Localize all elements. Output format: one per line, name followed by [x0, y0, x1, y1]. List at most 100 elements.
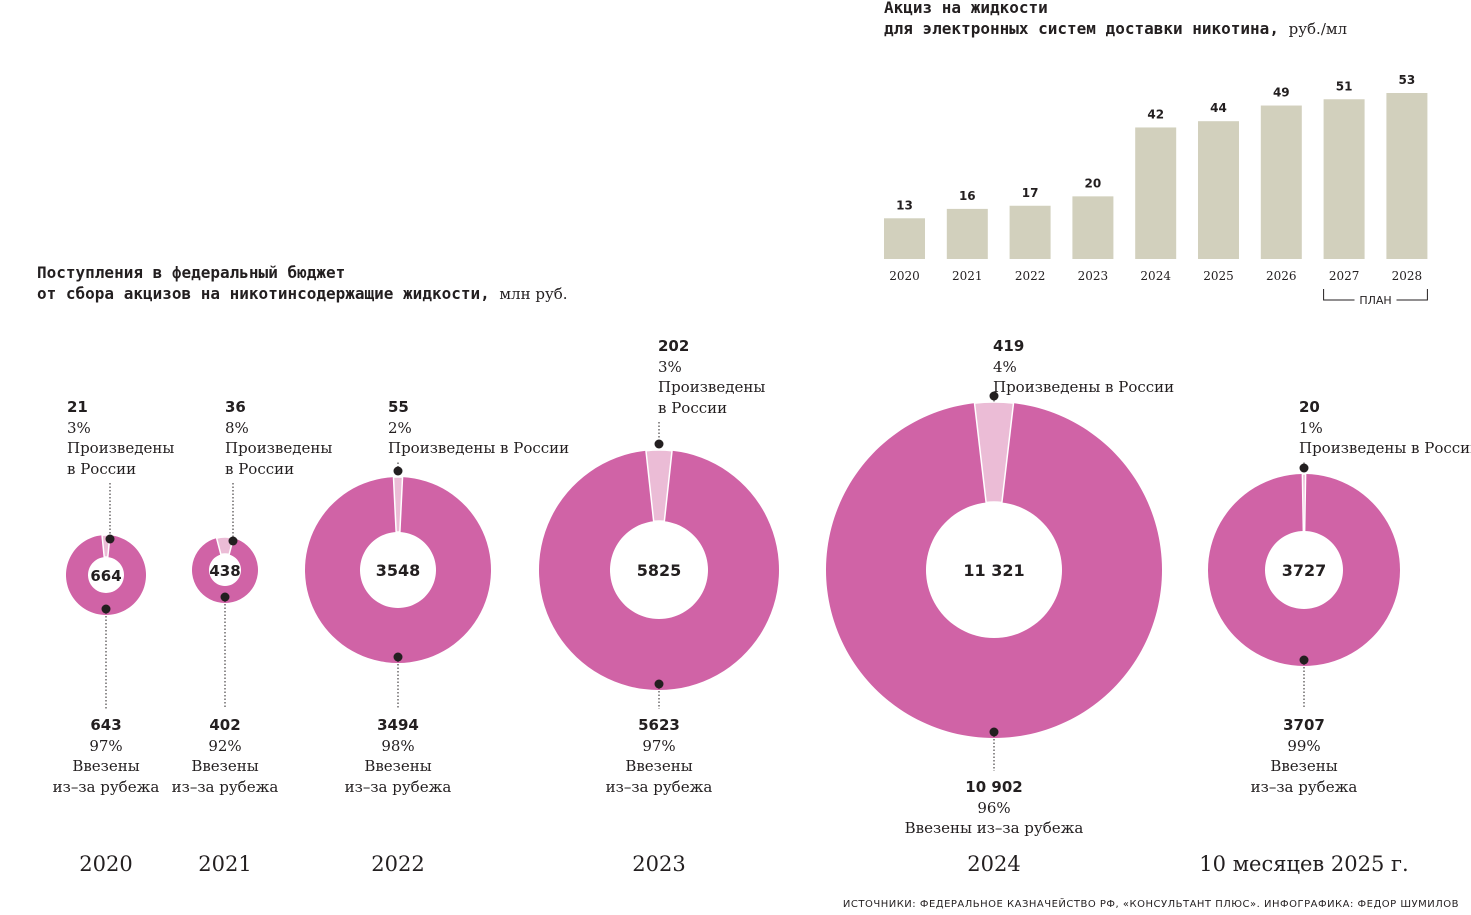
bar-category-label: 2022	[1015, 269, 1046, 283]
bar-category-label: 2028	[1392, 269, 1423, 283]
domestic-label-2-text: 2%	[388, 418, 412, 437]
imported-label-5-text: 99%	[1287, 736, 1321, 755]
bar-category-label: 2025	[1203, 269, 1234, 283]
donut-total-label: 3548	[376, 561, 421, 580]
domestic-label-1-text: в России	[225, 459, 295, 478]
plan-label: ПЛАН	[1359, 294, 1391, 307]
domestic-label-3: 202 3% Произведены в России	[658, 336, 765, 418]
imported-label-4: 10 902 96% Ввезены из–за рубежа	[905, 777, 1084, 839]
bar-2022	[1009, 205, 1051, 259]
leader-dot-bottom	[1299, 655, 1309, 665]
domestic-label-2-text: Произведены в России	[388, 439, 570, 457]
imported-label-3-text: Ввезены	[625, 757, 693, 775]
domestic-label-0-text: в России	[67, 459, 137, 478]
donut-domestic-slice	[1301, 473, 1307, 532]
donut-total-label: 3727	[1282, 561, 1327, 580]
leader-dot-bottom	[989, 727, 999, 737]
domestic-label-4: 419 4% Произведены в России	[993, 336, 1174, 398]
donut-imported-slice	[304, 477, 491, 663]
donut-chart-title: Поступления в федеральный бюджет от сбор…	[37, 262, 568, 305]
donut-imported-slice	[1208, 474, 1401, 666]
leader-dot-bottom	[654, 679, 664, 689]
bar-2025	[1198, 121, 1239, 259]
donut-year-label: 2021	[198, 852, 252, 876]
donut-year-label: 2023	[632, 852, 686, 876]
domestic-label-3-text: 3%	[658, 357, 682, 376]
donut-year-label: 2020	[79, 852, 133, 876]
donut-imported-slice	[192, 538, 258, 604]
bar-2027	[1323, 99, 1365, 259]
domestic-label-0-text: 3%	[67, 418, 91, 437]
donut-domestic-slice	[392, 476, 404, 533]
donut-total-label: 11 321	[963, 561, 1024, 580]
bar-category-label: 2023	[1078, 269, 1109, 283]
imported-label-4-text: Ввезены из–за рубежа	[904, 819, 1084, 837]
bar-value-label: 42	[1147, 107, 1164, 121]
bar-value-label: 16	[959, 189, 976, 203]
bar-category-label: 2027	[1329, 269, 1360, 283]
imported-label-5-text: из–за рубежа	[1250, 777, 1358, 796]
imported-label-5-value: 3707	[1283, 716, 1325, 734]
bar-chart-title-line2: для электронных систем доставки никотина…	[884, 18, 1347, 40]
leader-dot-top	[989, 391, 999, 401]
donut-chart-unit: млн руб.	[499, 285, 568, 303]
imported-label-2-text: 98%	[381, 736, 415, 755]
domestic-label-4-text: 4%	[993, 357, 1017, 376]
donut-imported-slice	[539, 450, 779, 690]
imported-label-3-text: 97%	[642, 736, 676, 755]
leader-dot-bottom	[101, 604, 111, 614]
donut-total-label: 438	[209, 562, 240, 580]
donut-year-label: 2024	[967, 852, 1021, 876]
domestic-label-4-value: 419	[993, 337, 1025, 355]
imported-label-4-value: 10 902	[965, 778, 1023, 796]
imported-label-2-value: 3494	[377, 716, 419, 734]
excise-bar-chart: 13 2020 16 2021 17 2022 20 2023 42 2024 44 2025 49 20…	[884, 73, 1428, 307]
imported-label-2-text: Ввезены	[364, 757, 432, 775]
domestic-label-0-text: Произведены	[67, 439, 175, 457]
imported-label-5: 3707 99% Ввезены из–за рубежа	[1251, 715, 1358, 797]
donut-total-label: 664	[90, 567, 121, 585]
domestic-label-3-value: 202	[658, 337, 690, 355]
imported-label-1-text: Ввезены	[191, 757, 259, 775]
domestic-label-1-text: Произведены	[225, 439, 333, 457]
bar-2026	[1260, 105, 1302, 259]
domestic-label-0-value: 21	[67, 398, 88, 416]
bar-value-label: 20	[1085, 176, 1102, 190]
domestic-label-5-value: 20	[1299, 398, 1320, 416]
domestic-label-2: 55 2% Произведены в России	[388, 397, 569, 459]
imported-label-1-text: 92%	[208, 736, 242, 755]
imported-label-0-value: 643	[90, 716, 122, 734]
bar-value-label: 17	[1022, 186, 1039, 200]
donut-year-label: 2022	[371, 852, 425, 876]
imported-label-3-text: из–за рубежа	[605, 777, 713, 796]
donut-chart-subtitle: от сбора акцизов на никотинсодержащие жи…	[37, 284, 490, 303]
imported-label-3: 5623 97% Ввезены из–за рубежа	[606, 715, 713, 797]
leader-dot-top	[393, 466, 403, 476]
donut-domestic-slice	[973, 401, 1015, 504]
donut-chart-title-line1: Поступления в федеральный бюджет	[37, 263, 346, 282]
domestic-label-3-text: в России	[658, 398, 728, 417]
imported-label-2: 3494 98% Ввезены из–за рубежа	[345, 715, 452, 797]
leader-dot-bottom	[393, 652, 403, 662]
imported-label-3-value: 5623	[638, 716, 680, 734]
donut-imported-slice	[826, 403, 1163, 738]
domestic-label-1-text: 8%	[225, 418, 249, 437]
bar-value-label: 49	[1273, 86, 1290, 100]
bar-chart-title: Акциз на жидкости для электронных систем…	[884, 0, 1347, 40]
imported-label-0: 643 97% Ввезены из–за рубежа	[53, 715, 160, 797]
donut-domestic-slice	[645, 449, 673, 523]
source-note: ИСТОЧНИКИ: ФЕДЕРАЛЬНОЕ КАЗНАЧЕЙСТВО РФ, …	[842, 899, 1459, 910]
leader-dot-top	[105, 534, 115, 544]
bar-chart-subtitle: для электронных систем доставки никотина…	[884, 19, 1279, 38]
donut-chart-title-line2: от сбора акцизов на никотинсодержащие жи…	[37, 283, 568, 305]
bar-chart-unit: руб./мл	[1288, 20, 1348, 38]
bar-value-label: 44	[1210, 101, 1227, 115]
donut-year-label: 10 месяцев 2025 г.	[1199, 852, 1409, 876]
domestic-label-5: 20 1% Произведены в России	[1299, 397, 1471, 459]
bar-category-label: 2024	[1140, 269, 1171, 283]
bar-value-label: 53	[1399, 73, 1416, 87]
donut-imported-slice	[66, 535, 146, 616]
donut-total-label: 5825	[637, 561, 682, 580]
domestic-label-4-text: Произведены в России	[993, 378, 1175, 396]
